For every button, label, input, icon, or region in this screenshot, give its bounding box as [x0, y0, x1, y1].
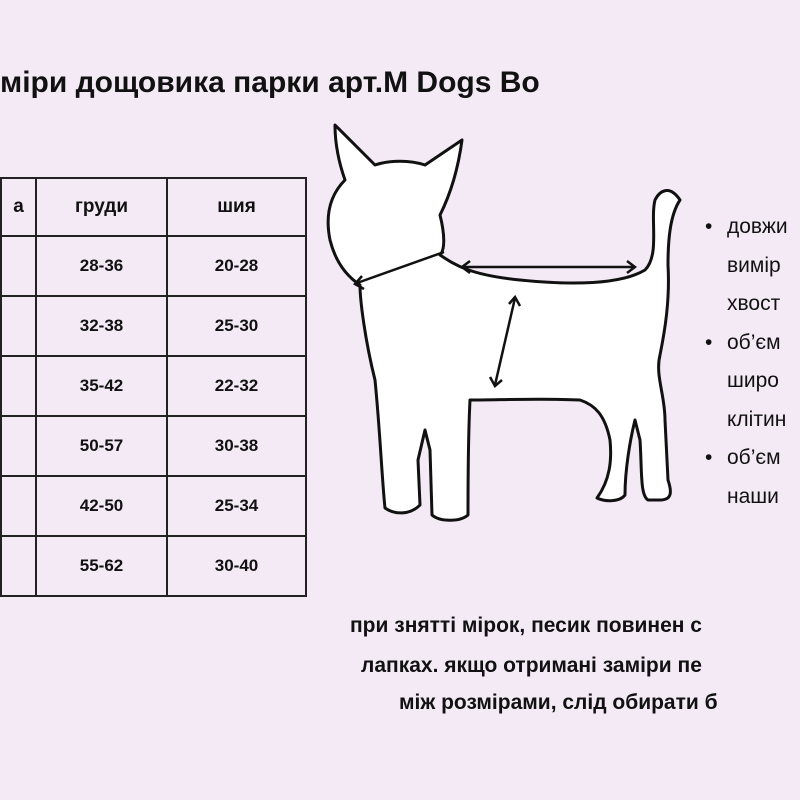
table-cell: 55-62 — [35, 535, 168, 597]
table-cell: 25-34 — [166, 475, 307, 537]
list-text: широ — [727, 369, 779, 392]
list-item: • довжи — [705, 208, 797, 247]
list-text: хвост — [727, 292, 781, 315]
chest-measure-arrow — [488, 294, 522, 388]
header-cell: а — [0, 177, 37, 237]
table-cell — [0, 535, 37, 597]
list-text: довжи — [727, 215, 788, 238]
table-cell: 35-42 — [35, 355, 168, 417]
dog-silhouette — [326, 123, 682, 522]
back-length-arrow — [459, 260, 638, 274]
list-item: • об’єм — [705, 324, 797, 363]
list-text: клітин — [727, 407, 787, 431]
neck-measure-arrow — [353, 250, 445, 291]
size-table: а груди шия 28-36 20-28 32-38 25-30 35-42 2… — [0, 177, 307, 597]
table-cell: 28-36 — [35, 235, 168, 297]
table-cell — [0, 475, 37, 537]
bullet-icon: • — [705, 330, 713, 354]
table-cell: 30-38 — [166, 415, 307, 477]
table-cell: 32-38 — [35, 295, 168, 357]
table-row: 55-62 30-40 — [0, 535, 307, 597]
list-text: об’єм — [727, 330, 781, 354]
measurement-list: • довжи вимір хвост • об’єм широ клітин • о… — [705, 208, 797, 516]
table-header-row: а груди шия — [0, 177, 307, 237]
bullet-icon: • — [705, 215, 713, 238]
table-cell: 25-30 — [166, 295, 307, 357]
note-line: лапках. якщо отримані заміри пе — [361, 654, 702, 677]
note-line: між розмірами, слід обирати б — [399, 691, 718, 714]
list-text: вимір — [727, 253, 781, 277]
table-cell — [0, 415, 37, 477]
table-cell — [0, 295, 37, 357]
table-cell: 20-28 — [166, 235, 307, 297]
header-neck: шия — [166, 177, 307, 237]
table-row: 42-50 25-34 — [0, 475, 307, 537]
table-cell — [0, 235, 37, 297]
header-chest: груди — [35, 177, 168, 237]
table-row: 35-42 22-32 — [0, 355, 307, 417]
bullet-icon: • — [705, 446, 713, 469]
page-title: міри дощовика парки арт.M Dogs Bo — [0, 66, 540, 99]
table-row: 50-57 30-38 — [0, 415, 307, 477]
table-cell — [0, 355, 37, 417]
list-item: • об’єм — [705, 439, 797, 478]
table-cell: 42-50 — [35, 475, 168, 537]
note-line: при знятті мірок, песик повинен с — [350, 614, 702, 637]
list-text: об’єм — [727, 446, 781, 469]
table-row: 28-36 20-28 — [0, 235, 307, 297]
table-row: 32-38 25-30 — [0, 295, 307, 357]
table-cell: 30-40 — [166, 535, 307, 597]
table-cell: 22-32 — [166, 355, 307, 417]
table-cell: 50-57 — [35, 415, 168, 477]
list-text: наши — [727, 484, 779, 508]
